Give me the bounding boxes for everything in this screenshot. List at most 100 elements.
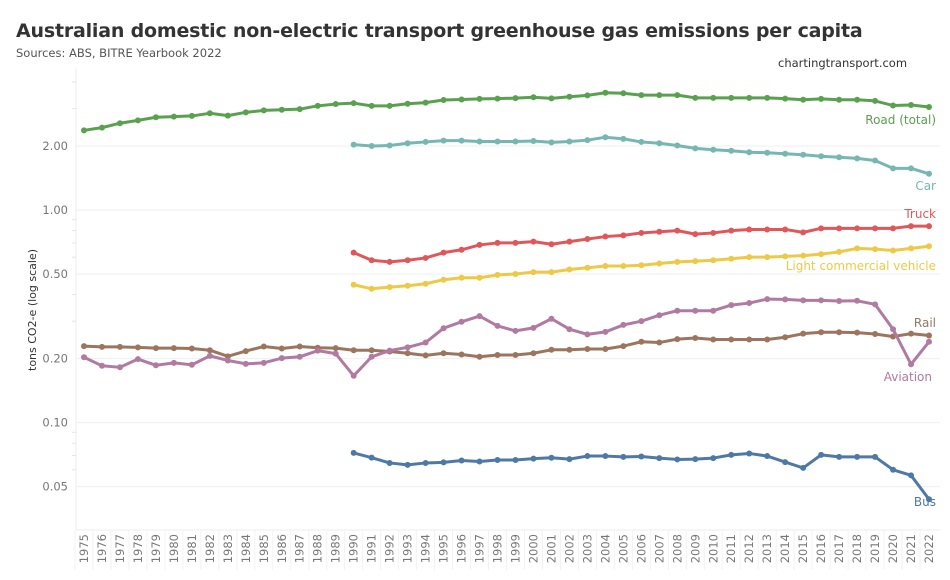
- x-tick-label: 1983: [221, 534, 235, 563]
- data-point: [332, 101, 339, 108]
- data-point: [404, 461, 411, 468]
- data-point: [81, 354, 87, 361]
- data-point: [152, 345, 159, 352]
- data-point: [350, 347, 357, 354]
- data-point: [584, 331, 591, 338]
- data-point: [638, 338, 645, 345]
- data-point: [404, 140, 411, 147]
- data-point: [458, 96, 465, 103]
- y-tick-label: 0.50: [42, 267, 68, 281]
- data-point: [188, 345, 195, 352]
- data-point: [620, 453, 627, 460]
- series-rail: [81, 329, 932, 360]
- data-point: [566, 346, 573, 353]
- data-point: [746, 226, 753, 233]
- data-point: [170, 113, 177, 120]
- series-light-commercial-vehicle: [350, 243, 932, 292]
- x-tick-label: 1999: [508, 534, 522, 563]
- data-point: [782, 459, 789, 466]
- data-point: [494, 351, 501, 358]
- data-point: [800, 151, 807, 158]
- x-tick-label: 1982: [203, 534, 217, 563]
- data-point: [224, 357, 231, 364]
- data-point: [422, 339, 429, 346]
- data-point: [908, 101, 915, 108]
- data-point: [368, 257, 375, 264]
- data-point: [566, 456, 573, 463]
- data-point: [926, 332, 932, 339]
- data-point: [440, 137, 447, 144]
- chart-subtitle: Sources: ABS, BITRE Yearbook 2022: [16, 46, 222, 60]
- data-point: [566, 266, 573, 273]
- series-bus: [350, 449, 932, 503]
- data-point: [908, 223, 915, 230]
- data-point: [620, 263, 627, 270]
- data-point: [404, 344, 411, 351]
- data-point: [890, 326, 897, 333]
- data-point: [692, 231, 699, 238]
- data-point: [368, 454, 375, 461]
- data-point: [260, 107, 267, 114]
- data-point: [440, 459, 447, 466]
- data-point: [548, 269, 555, 276]
- data-point: [818, 225, 825, 232]
- data-point: [278, 106, 285, 113]
- data-point: [818, 297, 825, 304]
- data-point: [926, 338, 932, 345]
- data-point: [908, 361, 915, 368]
- x-tick-label: 2016: [814, 534, 828, 563]
- data-point: [818, 153, 825, 160]
- data-point: [548, 315, 555, 322]
- data-point: [800, 297, 807, 304]
- data-point: [386, 258, 393, 265]
- series-label-truck: Truck: [903, 207, 936, 221]
- data-point: [368, 102, 375, 109]
- x-tick-label: 2001: [544, 534, 558, 563]
- data-point: [746, 94, 753, 101]
- data-point: [476, 95, 483, 102]
- data-point: [584, 92, 591, 99]
- data-point: [98, 124, 105, 131]
- data-point: [836, 96, 843, 103]
- data-point: [710, 455, 717, 462]
- data-point: [692, 334, 699, 341]
- x-tick-label: 1997: [473, 534, 487, 563]
- series-label-light-commercial-vehicle: Light commercial vehicle: [786, 259, 936, 273]
- data-point: [512, 270, 519, 277]
- data-point: [404, 100, 411, 107]
- data-point: [404, 257, 411, 264]
- y-tick-label: 0.20: [42, 352, 68, 366]
- data-point: [836, 453, 843, 460]
- data-point: [494, 138, 501, 145]
- data-point: [422, 99, 429, 106]
- data-point: [278, 355, 285, 362]
- data-point: [422, 352, 429, 359]
- data-point: [134, 356, 141, 363]
- data-point: [602, 328, 609, 335]
- data-point: [152, 114, 159, 121]
- chart-title: Australian domestic non-electric transpo…: [16, 20, 863, 42]
- data-point: [656, 312, 663, 319]
- data-point: [692, 94, 699, 101]
- series-car: [350, 134, 932, 177]
- data-point: [440, 276, 447, 283]
- data-point: [530, 350, 537, 357]
- series-road-total: [81, 89, 932, 134]
- data-point: [548, 95, 555, 102]
- data-point: [81, 127, 87, 134]
- series-line-aviation: [82, 297, 931, 378]
- data-point: [800, 330, 807, 337]
- data-point: [476, 274, 483, 281]
- data-point: [602, 89, 609, 96]
- data-point: [206, 347, 213, 354]
- data-point: [386, 284, 393, 291]
- data-point: [494, 322, 501, 329]
- data-point: [620, 232, 627, 239]
- data-point: [836, 329, 843, 336]
- data-point: [314, 102, 321, 109]
- data-point: [692, 456, 699, 463]
- data-point: [890, 102, 897, 109]
- data-point: [296, 343, 303, 350]
- data-point: [332, 345, 339, 352]
- data-point: [440, 249, 447, 256]
